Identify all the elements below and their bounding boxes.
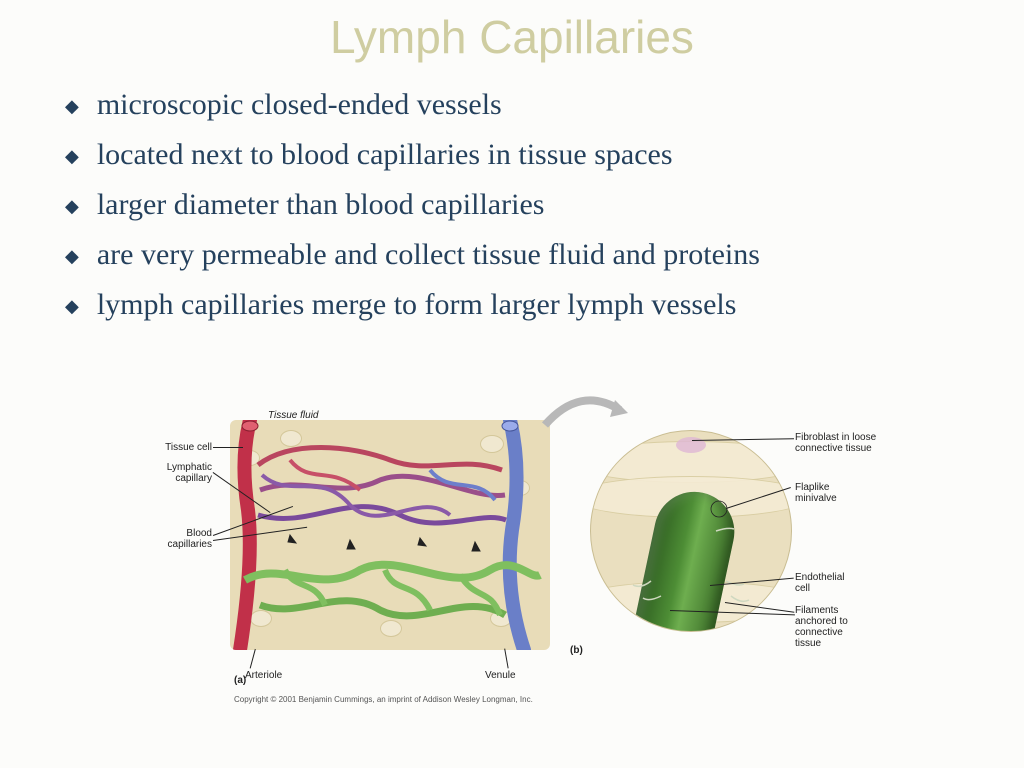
bullet-text: larger diameter than blood capillaries — [97, 184, 545, 226]
label-filaments: Filaments anchored to connective tissue — [795, 605, 848, 649]
bullet-icon: ◆ — [65, 246, 79, 267]
label-lymphatic-capillary: Lymphatic capillary — [150, 462, 212, 484]
label-arteriole: Arteriole — [245, 670, 282, 681]
page-title: Lymph Capillaries — [0, 0, 1024, 64]
vessels-svg — [230, 420, 550, 650]
list-item: ◆ lymph capillaries merge to form larger… — [65, 284, 974, 326]
detail-circle — [590, 430, 792, 632]
bullet-list: ◆ microscopic closed-ended vessels ◆ loc… — [65, 84, 974, 326]
tissue-background — [230, 420, 550, 650]
list-item: ◆ microscopic closed-ended vessels — [65, 84, 974, 126]
bullet-icon: ◆ — [65, 96, 79, 117]
label-blood-capillaries: Blood capillaries — [150, 528, 212, 550]
label-tissue-cell: Tissue cell — [150, 442, 212, 453]
panel-b-letter: (b) — [570, 645, 583, 656]
bullet-icon: ◆ — [65, 146, 79, 167]
bullet-text: lymph capillaries merge to form larger l… — [97, 284, 737, 326]
list-item: ◆ are very permeable and collect tissue … — [65, 234, 974, 276]
label-venule: Venule — [485, 670, 516, 681]
bullet-icon: ◆ — [65, 196, 79, 217]
slide: Lymph Capillaries ◆ microscopic closed-e… — [0, 0, 1024, 768]
label-tissue-fluid: Tissue fluid — [268, 410, 319, 421]
panel-a-letter: (a) — [234, 675, 246, 686]
label-endothelial: Endothelial cell — [795, 572, 844, 594]
list-item: ◆ larger diameter than blood capillaries — [65, 184, 974, 226]
label-fibroblast: Fibroblast in loose connective tissue — [795, 432, 876, 454]
bullet-text: are very permeable and collect tissue fl… — [97, 234, 760, 276]
panel-a: Tissue fluid Tissue cell Lymphatic capil… — [150, 400, 570, 700]
panel-b: Fibroblast in loose connective tissue Fl… — [570, 420, 890, 700]
bullet-icon: ◆ — [65, 296, 79, 317]
bullet-text: microscopic closed-ended vessels — [97, 84, 502, 126]
figure: Tissue fluid Tissue cell Lymphatic capil… — [150, 400, 890, 730]
label-minivalve: Flaplike minivalve — [795, 482, 837, 504]
bullet-text: located next to blood capillaries in tis… — [97, 134, 673, 176]
copyright-text: Copyright © 2001 Benjamin Cummings, an i… — [234, 695, 533, 704]
list-item: ◆ located next to blood capillaries in t… — [65, 134, 974, 176]
